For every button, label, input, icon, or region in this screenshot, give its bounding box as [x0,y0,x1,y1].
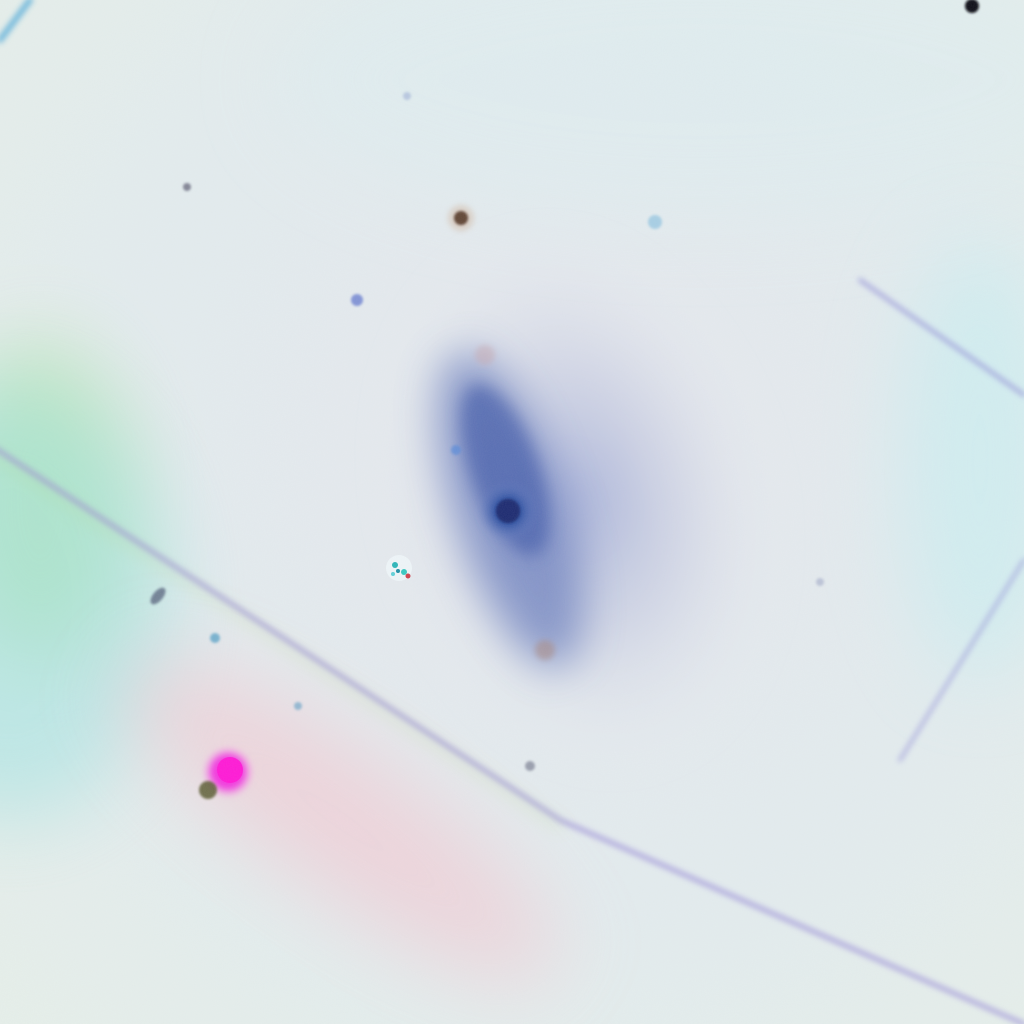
image-canvas [0,0,1024,1024]
image-grain [0,0,1024,1024]
galaxy-scene [0,0,1024,1024]
